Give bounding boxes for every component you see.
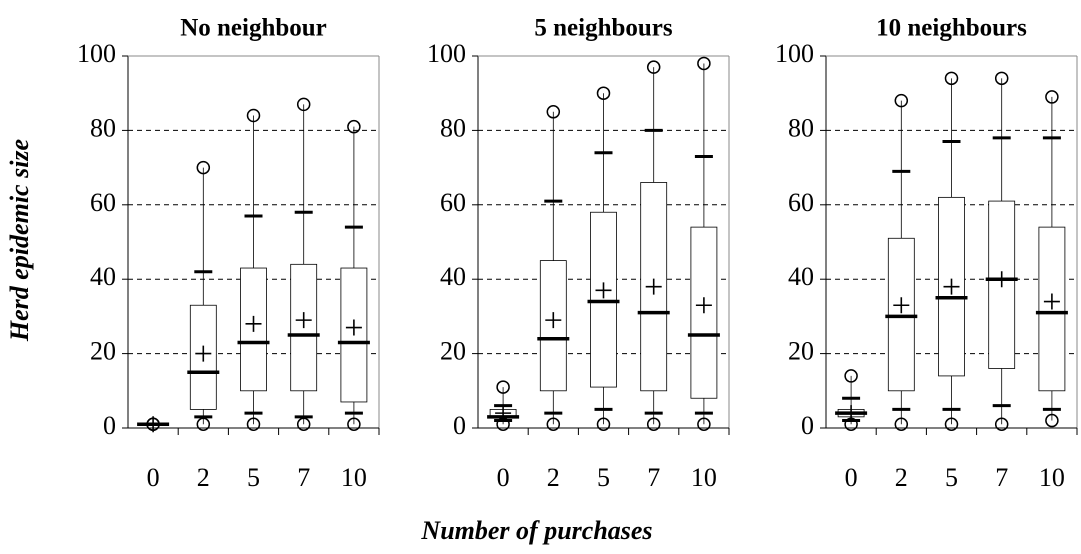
box	[590, 211, 617, 388]
x-axis-title: Number of purchases	[420, 516, 652, 545]
y-tick-label: 20	[788, 337, 814, 366]
y-tick-label: 20	[440, 337, 466, 366]
x-tick-label: 7	[297, 463, 310, 492]
min-point	[697, 417, 711, 432]
y-tick-label: 60	[440, 188, 466, 217]
max-point	[894, 93, 909, 108]
mean	[195, 345, 212, 362]
min-point	[646, 417, 661, 432]
max-point	[944, 71, 959, 86]
y-tick-label: 80	[90, 113, 116, 142]
min-point	[296, 417, 311, 432]
max-point	[697, 56, 711, 71]
y-tick-label: 20	[90, 337, 116, 366]
max-point	[1045, 90, 1059, 104]
mean	[245, 315, 262, 332]
x-tick-label: 10	[341, 463, 367, 492]
min-point	[1045, 413, 1059, 428]
mean	[595, 282, 612, 299]
x-tick-label: 7	[647, 463, 660, 492]
panel-title: 10 neighbours	[876, 15, 1027, 42]
max-point	[496, 380, 510, 394]
y-tick-label: 40	[440, 262, 466, 291]
max-point	[196, 160, 211, 175]
x-tick-label: 5	[597, 463, 610, 492]
max-point	[347, 119, 361, 134]
mean	[545, 312, 562, 329]
y-tick-label: 80	[440, 113, 466, 142]
y-tick-label: 0	[801, 411, 814, 440]
y-tick-label: 0	[453, 411, 466, 440]
panel-title: No neighbour	[180, 15, 327, 42]
x-tick-label: 7	[995, 463, 1008, 492]
x-tick-label: 0	[147, 463, 160, 492]
y-tick-label: 80	[788, 113, 814, 142]
max-point	[994, 71, 1009, 86]
mean	[345, 319, 362, 336]
y-tick-label: 0	[103, 411, 116, 440]
min-point	[844, 417, 858, 432]
min-point	[496, 417, 510, 432]
x-tick-label: 0	[497, 463, 510, 492]
x-tick-label: 10	[691, 463, 717, 492]
max-point	[844, 369, 858, 383]
min-point	[146, 417, 160, 432]
x-tick-label: 5	[247, 463, 260, 492]
min-point	[196, 417, 211, 432]
mean	[295, 312, 312, 329]
min-point	[894, 417, 909, 432]
mean	[645, 278, 662, 295]
y-tick-label: 40	[90, 262, 116, 291]
min-point	[994, 417, 1009, 432]
y-tick-label: 100	[775, 39, 814, 68]
mean	[993, 271, 1010, 288]
x-tick-label: 5	[945, 463, 958, 492]
y-tick-label: 100	[427, 39, 466, 68]
max-point	[646, 60, 661, 74]
mean	[695, 297, 712, 314]
max-point	[246, 108, 261, 123]
min-point	[944, 417, 959, 432]
panel-title: 5 neighbours	[534, 15, 673, 42]
mean	[1043, 293, 1060, 310]
max-point	[546, 105, 561, 119]
x-tick-label: 0	[845, 463, 858, 492]
min-point	[246, 417, 261, 432]
y-tick-label: 40	[788, 262, 814, 291]
max-point	[596, 86, 611, 100]
y-tick-label: 60	[788, 188, 814, 217]
max-point	[296, 97, 311, 112]
box	[887, 237, 915, 392]
min-point	[347, 417, 361, 432]
mean	[943, 278, 960, 295]
x-tick-label: 2	[895, 463, 908, 492]
y-axis-title: Herd epidemic size	[5, 139, 34, 342]
min-point	[596, 417, 611, 432]
y-tick-label: 100	[77, 39, 116, 68]
x-tick-label: 10	[1039, 463, 1065, 492]
y-tick-label: 60	[90, 188, 116, 217]
mean	[893, 297, 910, 314]
x-tick-label: 2	[197, 463, 210, 492]
min-point	[546, 417, 561, 432]
x-tick-label: 2	[547, 463, 560, 492]
